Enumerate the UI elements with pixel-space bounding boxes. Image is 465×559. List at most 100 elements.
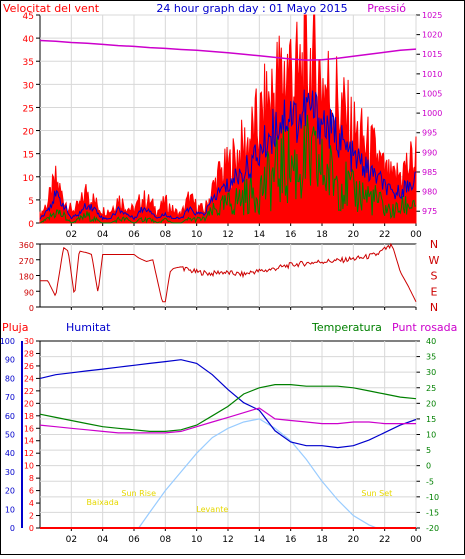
xtick-label-wind: 06 xyxy=(128,230,140,240)
ytick-label-humidity: 50 xyxy=(5,431,15,440)
xtick-label-climate: 06 xyxy=(128,535,140,545)
xtick-label-wind: 00 xyxy=(410,230,422,240)
humidity-series xyxy=(39,359,417,449)
compass-label: S xyxy=(431,270,438,283)
ytick-label-rain: 14 xyxy=(24,437,34,446)
xtick-label-wind: 08 xyxy=(160,230,172,240)
ytick-label-rain: 6 xyxy=(29,487,34,496)
ytick-label-rain: 24 xyxy=(24,374,34,383)
ytick-label-temperature: 20 xyxy=(426,399,436,408)
ytick-label-wind: 45 xyxy=(23,12,34,22)
ytick-label-humidity: 30 xyxy=(5,468,15,477)
xtick-label-wind: 16 xyxy=(285,230,297,240)
ytick-label-humidity: 40 xyxy=(5,449,15,458)
ytick-label-temperature: 40 xyxy=(426,337,436,346)
ytick-label-rain: 20 xyxy=(24,399,34,408)
xtick-label-climate: 12 xyxy=(222,535,233,545)
compass-label: W xyxy=(429,254,440,267)
ytick-label-temperature: 5 xyxy=(426,446,431,455)
ytick-label-pressure: 1025 xyxy=(422,11,442,20)
ytick-label-rain: 8 xyxy=(29,474,34,483)
ytick-label-direction: 0 xyxy=(29,304,34,313)
ytick-label-rain: 2 xyxy=(29,512,34,521)
xtick-label-climate: 04 xyxy=(97,535,109,545)
wind-base-series xyxy=(39,114,417,224)
dewpoint-label: Punt rosada xyxy=(392,321,457,334)
compass-label: N xyxy=(430,301,438,314)
ytick-label-temperature: -15 xyxy=(426,508,439,517)
ytick-label-humidity: 90 xyxy=(5,356,15,365)
ytick-label-pressure: 985 xyxy=(422,168,437,177)
annotation-label: Sun Rise xyxy=(121,489,156,498)
pressure-label: Pressió xyxy=(367,2,406,15)
ytick-label-humidity: 80 xyxy=(5,374,15,383)
compass-label: N xyxy=(430,238,438,251)
xtick-label-wind: 12 xyxy=(222,230,233,240)
ytick-label-wind: 10 xyxy=(23,174,35,184)
xtick-label-climate: 02 xyxy=(66,535,77,545)
ytick-label-rain: 28 xyxy=(24,349,34,358)
ytick-label-pressure: 1015 xyxy=(422,50,442,59)
ytick-label-rain: 12 xyxy=(24,449,34,458)
ytick-label-temperature: 30 xyxy=(426,368,436,377)
ytick-label-direction: 270 xyxy=(19,257,34,266)
wind-average-series xyxy=(39,89,417,221)
humidity-label: Humitat xyxy=(66,321,111,334)
wind-gust-series xyxy=(39,14,417,224)
ytick-label-humidity: 20 xyxy=(5,487,15,496)
ytick-label-pressure: 1020 xyxy=(422,31,442,40)
ytick-label-direction: 360 xyxy=(19,241,34,250)
ytick-label-temperature: 0 xyxy=(426,462,431,471)
ytick-label-wind: 20 xyxy=(23,128,35,138)
ytick-label-temperature: 25 xyxy=(426,384,436,393)
ytick-label-rain: 22 xyxy=(24,387,34,396)
ytick-label-wind: 35 xyxy=(23,58,34,68)
ytick-label-wind: 40 xyxy=(23,35,35,45)
xtick-label-wind: 04 xyxy=(97,230,109,240)
ytick-label-humidity: 0 xyxy=(10,524,15,533)
rain-label: Pluja xyxy=(2,321,28,334)
xtick-label-climate: 14 xyxy=(254,535,266,545)
ytick-label-direction: 90 xyxy=(24,288,34,297)
xtick-label-climate: 22 xyxy=(379,535,390,545)
ytick-label-humidity: 100 xyxy=(0,337,15,346)
xtick-label-wind: 20 xyxy=(348,230,360,240)
wind-speed-label: Velocitat del vent xyxy=(3,2,100,15)
ytick-label-rain: 18 xyxy=(24,412,34,421)
ytick-label-rain: 10 xyxy=(24,462,34,471)
xtick-label-climate: 10 xyxy=(191,535,203,545)
ytick-label-humidity: 10 xyxy=(5,505,15,514)
ytick-label-wind: 30 xyxy=(23,81,35,91)
dewpoint-series xyxy=(39,407,416,434)
ytick-label-pressure: 990 xyxy=(422,148,437,157)
pressure-series xyxy=(39,39,417,61)
ytick-label-wind: 25 xyxy=(23,104,34,114)
ytick-label-rain: 26 xyxy=(24,362,34,371)
ytick-label-pressure: 1000 xyxy=(422,109,442,118)
xtick-label-wind: 22 xyxy=(379,230,390,240)
ytick-label-rain: 4 xyxy=(29,499,34,508)
ytick-label-temperature: -20 xyxy=(426,524,439,533)
ytick-label-temperature: -10 xyxy=(426,493,439,502)
annotation-label: Baixada xyxy=(87,498,119,507)
chart-title: 24 hour graph day : 01 Mayo 2015 xyxy=(156,2,347,15)
ytick-label-rain: 30 xyxy=(24,337,34,346)
ytick-label-pressure: 1005 xyxy=(422,89,442,98)
ytick-label-temperature: 35 xyxy=(426,353,436,362)
ytick-label-wind: 15 xyxy=(23,151,34,161)
ytick-label-wind: 0 xyxy=(28,220,34,230)
xtick-label-climate: 08 xyxy=(160,535,172,545)
ytick-label-pressure: 980 xyxy=(422,188,437,197)
xtick-label-climate: 18 xyxy=(316,535,328,545)
ytick-label-temperature: -5 xyxy=(426,477,434,486)
compass-label: E xyxy=(431,285,438,298)
ytick-label-pressure: 995 xyxy=(422,129,437,138)
ytick-label-humidity: 70 xyxy=(5,393,15,402)
ytick-label-temperature: 10 xyxy=(426,431,436,440)
ytick-label-rain: 16 xyxy=(24,424,34,433)
ytick-label-direction: 180 xyxy=(19,273,34,282)
solar-curve-series xyxy=(138,418,378,529)
ytick-label-temperature: 15 xyxy=(426,415,436,424)
annotation-label: Levante xyxy=(196,505,228,514)
ytick-label-pressure: 975 xyxy=(422,207,437,216)
